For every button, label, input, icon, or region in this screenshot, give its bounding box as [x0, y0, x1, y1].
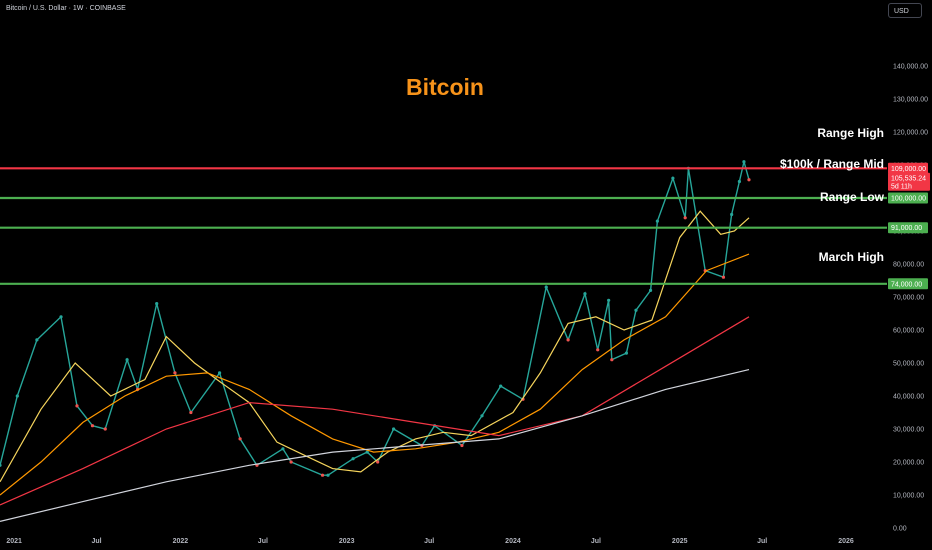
price-point [59, 315, 63, 319]
price-point [583, 292, 587, 296]
price-point [730, 212, 734, 217]
price-point [721, 275, 726, 279]
price-point [125, 358, 129, 362]
price-point [747, 178, 751, 182]
moving-average-line [0, 369, 750, 522]
currency-button[interactable]: USD [888, 3, 922, 18]
level-badge [888, 162, 928, 174]
y-tick-label: 120,000.00 [893, 130, 928, 137]
price-point [351, 457, 355, 461]
price-point [320, 473, 325, 477]
price-point [544, 285, 548, 289]
horizontal-levels-layer [0, 167, 887, 285]
price-point [607, 298, 611, 302]
price-point [0, 463, 2, 467]
price-point [326, 473, 330, 477]
price-point [289, 460, 293, 464]
price-point [90, 424, 95, 428]
y-tick-label: 50,000.00 [893, 361, 924, 368]
price-point [173, 371, 177, 375]
level-label-march-high: March High [818, 250, 884, 264]
x-tick-label: Jul [591, 538, 601, 545]
price-point [35, 338, 39, 342]
price-point [15, 394, 19, 398]
level-badge-text: 100,000.00 [891, 196, 926, 203]
x-tick-label: Jul [757, 538, 767, 545]
y-tick-label: 130,000.00 [893, 97, 928, 104]
price-point [742, 160, 746, 164]
moving-averages-layer [0, 210, 750, 522]
price-point [499, 384, 503, 388]
y-tick-label: 0.00 [893, 526, 907, 533]
price-point [103, 427, 107, 431]
price-point [648, 288, 653, 292]
y-tick-label: 60,000.00 [893, 328, 924, 335]
y-tick-label: 140,000.00 [893, 64, 928, 71]
level-badge [888, 222, 928, 234]
price-point [75, 404, 79, 408]
price-point [634, 308, 638, 312]
price-point [596, 348, 600, 352]
last-price-text: 105,535.24 [891, 176, 926, 183]
y-tick-label: 30,000.00 [893, 427, 924, 434]
price-badges: 109,000.00 100,000.00 91,000.00 74,000.00 10… [888, 162, 930, 290]
price-point [655, 219, 659, 223]
price-point [480, 414, 484, 418]
level-badge-text: 74,000.00 [891, 281, 922, 288]
price-point [376, 460, 380, 464]
last-price-badge [888, 172, 930, 191]
price-point [155, 302, 159, 306]
y-tick-label: 70,000.00 [893, 295, 924, 302]
level-label-range-low: Range Low [819, 190, 884, 204]
price-point [683, 216, 687, 220]
y-tick-label: 10,000.00 [893, 493, 924, 500]
moving-average-line [0, 253, 750, 496]
moving-average-line [0, 210, 750, 483]
y-tick-label: 40,000.00 [893, 394, 924, 401]
x-tick-label: Jul [92, 538, 102, 545]
price-point [624, 351, 629, 355]
symbol-title: Bitcoin / U.S. Dollar · 1W · COINBASE [6, 5, 126, 12]
price-point [566, 338, 570, 342]
chart-title: Bitcoin [406, 74, 484, 100]
level-badge-text: 109,000.00 [891, 166, 926, 173]
x-tick-label: 2024 [505, 538, 521, 545]
x-tick-label: 2023 [339, 538, 355, 545]
x-tick-label: Jul [258, 538, 268, 545]
price-point [392, 427, 396, 431]
y-tick-label: 20,000.00 [893, 460, 924, 467]
price-point [217, 371, 222, 375]
price-point [460, 443, 464, 448]
level-label-range-high: Range High [817, 126, 884, 140]
x-tick-label: 2022 [173, 538, 189, 545]
level-badge [888, 278, 928, 290]
moving-average-line [0, 316, 750, 506]
price-line [0, 161, 750, 476]
countdown-text: 5d 11h [891, 184, 912, 191]
y-axis: 0.00 10,000.00 20,000.00 30,000.00 40,000.00… [893, 64, 928, 533]
price-point [238, 437, 242, 441]
level-badge [888, 192, 928, 204]
price-point [281, 447, 285, 451]
price-point [189, 410, 193, 415]
price-point [610, 358, 614, 362]
x-axis: 2021 Jul 2022 Jul 2023 Jul 2024 Jul 2025 Jul 2026 [6, 538, 854, 545]
x-tick-label: Jul [424, 538, 434, 545]
price-series-layer [0, 160, 751, 477]
x-tick-label: 2025 [672, 538, 688, 545]
price-point [737, 179, 741, 184]
x-tick-label: 2026 [838, 538, 854, 545]
y-tick-label: 80,000.00 [893, 262, 924, 269]
level-badge-text: 91,000.00 [891, 225, 922, 232]
x-tick-label: 2021 [6, 538, 22, 545]
level-label-range-mid: $100k / Range Mid [779, 157, 884, 171]
price-point [365, 450, 369, 454]
price-point [671, 176, 675, 180]
